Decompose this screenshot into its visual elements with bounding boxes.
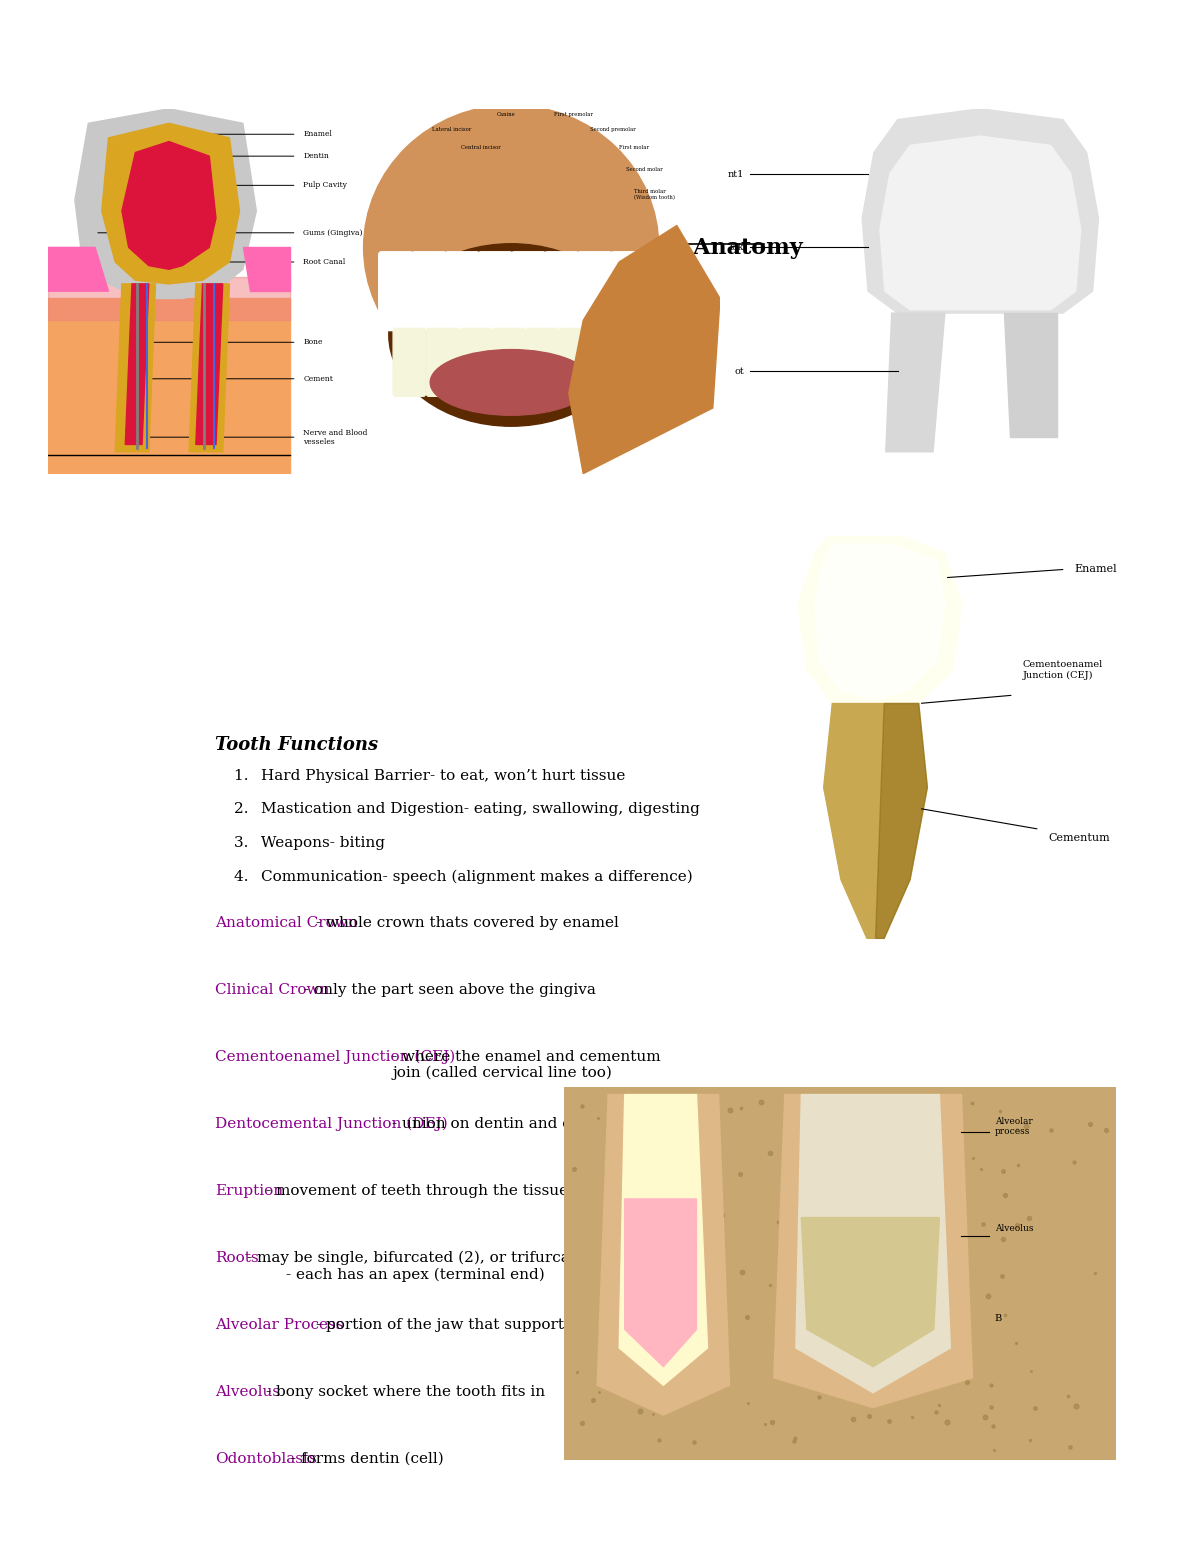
Polygon shape (876, 704, 928, 938)
Polygon shape (102, 123, 240, 284)
Polygon shape (796, 1095, 950, 1393)
FancyBboxPatch shape (545, 252, 578, 331)
Bar (48, 276, 290, 320)
Polygon shape (190, 284, 229, 452)
Text: Cement: Cement (304, 374, 334, 382)
FancyBboxPatch shape (526, 328, 558, 396)
Text: Alveolar
process: Alveolar process (995, 1117, 1032, 1137)
Polygon shape (815, 544, 944, 699)
FancyBboxPatch shape (460, 328, 492, 396)
FancyBboxPatch shape (426, 328, 458, 396)
Text: Cementum: Cementum (1049, 832, 1110, 843)
Text: Enamel: Enamel (304, 130, 332, 138)
Text: Pulp Cavity: Pulp Cavity (304, 182, 347, 189)
Text: Second molar: Second molar (626, 168, 664, 172)
Polygon shape (1004, 314, 1057, 438)
Text: Cementoenamel Junction (CEJ): Cementoenamel Junction (CEJ) (215, 1050, 455, 1064)
Bar (48, 298, 290, 474)
Polygon shape (798, 536, 962, 716)
Text: - bony socket where the tooth fits in: - bony socket where the tooth fits in (265, 1385, 545, 1399)
Text: 3.  Weapons- biting: 3. Weapons- biting (234, 836, 385, 849)
Text: 2.  Mastication and Digestion- eating, swallowing, digesting: 2. Mastication and Digestion- eating, sw… (234, 803, 700, 817)
Polygon shape (625, 1199, 696, 1367)
Text: ick: ick (730, 242, 744, 252)
FancyBboxPatch shape (559, 328, 592, 396)
Polygon shape (242, 247, 290, 292)
Polygon shape (823, 704, 928, 938)
Text: First molar: First molar (619, 146, 649, 151)
Polygon shape (74, 109, 257, 298)
Text: - forms dentin (cell): - forms dentin (cell) (290, 1452, 444, 1466)
Text: Enamel: Enamel (1074, 564, 1117, 575)
FancyBboxPatch shape (577, 252, 612, 331)
Polygon shape (125, 284, 149, 444)
Text: Odontoblasts: Odontoblasts (215, 1452, 317, 1466)
FancyBboxPatch shape (394, 328, 426, 396)
Text: Dental and Orofacial Anatomy: Dental and Orofacial Anatomy (427, 236, 803, 259)
FancyBboxPatch shape (379, 252, 413, 331)
Text: Lateral incisor: Lateral incisor (432, 127, 472, 132)
Text: Third molar
(Wisdom tooth): Third molar (Wisdom tooth) (634, 189, 674, 200)
Text: Gums (Gingiva): Gums (Gingiva) (304, 228, 362, 236)
Text: 1.  Hard Physical Barrier- to eat, won’t hurt tissue: 1. Hard Physical Barrier- to eat, won’t … (234, 769, 625, 783)
Polygon shape (886, 314, 944, 452)
Polygon shape (48, 247, 108, 292)
Text: B: B (995, 1314, 1002, 1323)
FancyBboxPatch shape (445, 252, 480, 331)
Polygon shape (802, 1218, 940, 1367)
Ellipse shape (431, 349, 593, 415)
Polygon shape (569, 225, 720, 474)
Text: 4.  Communication- speech (alignment makes a difference): 4. Communication- speech (alignment make… (234, 870, 692, 884)
Text: - whole crown thats covered by enamel: - whole crown thats covered by enamel (317, 916, 619, 930)
FancyBboxPatch shape (492, 328, 526, 396)
Text: Alveolus: Alveolus (215, 1385, 281, 1399)
Polygon shape (619, 1095, 708, 1385)
FancyBboxPatch shape (511, 252, 546, 331)
Text: nt1: nt1 (727, 169, 744, 179)
Text: Canine: Canine (497, 112, 516, 118)
Polygon shape (862, 109, 1098, 314)
Text: Central incisor: Central incisor (461, 146, 500, 151)
Text: Dentocemental Junction (DEJ): Dentocemental Junction (DEJ) (215, 1117, 448, 1131)
Text: - movement of teeth through the tissue (clinical crown appears longer): - movement of teeth through the tissue (… (265, 1183, 814, 1197)
Polygon shape (122, 141, 216, 269)
Text: - union on dentin and cementum: - union on dentin and cementum (392, 1117, 643, 1131)
Text: Clinical Crown: Clinical Crown (215, 983, 330, 997)
Text: Root Canal: Root Canal (304, 258, 346, 266)
Text: Tooth Functions: Tooth Functions (215, 736, 378, 755)
Polygon shape (880, 137, 1081, 309)
Text: Roots: Roots (215, 1250, 259, 1264)
Ellipse shape (364, 106, 659, 390)
Text: - portion of the jaw that supports the teeth: - portion of the jaw that supports the t… (317, 1317, 647, 1331)
Text: Eruption: Eruption (215, 1183, 283, 1197)
Text: Nerve and Blood
vesseles: Nerve and Blood vesseles (304, 429, 367, 446)
Polygon shape (196, 284, 223, 444)
FancyBboxPatch shape (611, 252, 646, 331)
Text: Second premolar: Second premolar (590, 127, 636, 132)
Text: - only the part seen above the gingiva: - only the part seen above the gingiva (304, 983, 595, 997)
Text: - may be single, bifurcated (2), or trifurcated (3)
        - each has an apex (: - may be single, bifurcated (2), or trif… (247, 1250, 620, 1281)
Text: Bone: Bone (304, 339, 323, 346)
Text: ot: ot (734, 367, 744, 376)
Polygon shape (598, 1095, 730, 1415)
FancyBboxPatch shape (592, 328, 625, 396)
Text: Anatomical Crown: Anatomical Crown (215, 916, 358, 930)
Polygon shape (115, 284, 156, 452)
Text: Alveolus: Alveolus (995, 1224, 1033, 1233)
FancyBboxPatch shape (478, 252, 512, 331)
Text: Cementoenamel
Junction (CEJ): Cementoenamel Junction (CEJ) (1022, 660, 1103, 680)
Text: First premolar: First premolar (554, 112, 593, 118)
Ellipse shape (389, 244, 634, 426)
Text: Alveolar Process: Alveolar Process (215, 1317, 343, 1331)
Text: Dentin: Dentin (304, 152, 329, 160)
Polygon shape (774, 1095, 972, 1407)
Text: - where the enamel and cementum
join (called cervical line too): - where the enamel and cementum join (ca… (392, 1050, 661, 1081)
FancyBboxPatch shape (412, 252, 446, 331)
